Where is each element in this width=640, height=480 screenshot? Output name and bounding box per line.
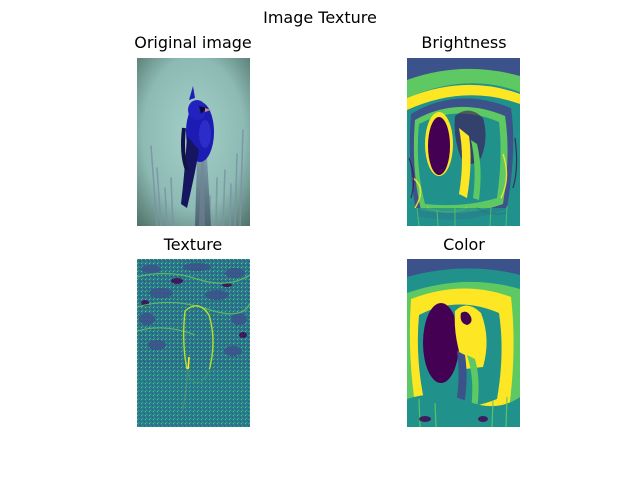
color-image xyxy=(407,259,520,427)
brightness-image xyxy=(407,58,520,226)
color-title: Color xyxy=(443,235,485,254)
texture-title: Texture xyxy=(163,235,223,254)
texture-image xyxy=(137,259,250,427)
original-image xyxy=(137,58,250,226)
brightness-title: Brightness xyxy=(421,33,507,52)
original-image-title: Original image xyxy=(134,33,252,52)
figure-title: Image Texture xyxy=(263,8,377,27)
